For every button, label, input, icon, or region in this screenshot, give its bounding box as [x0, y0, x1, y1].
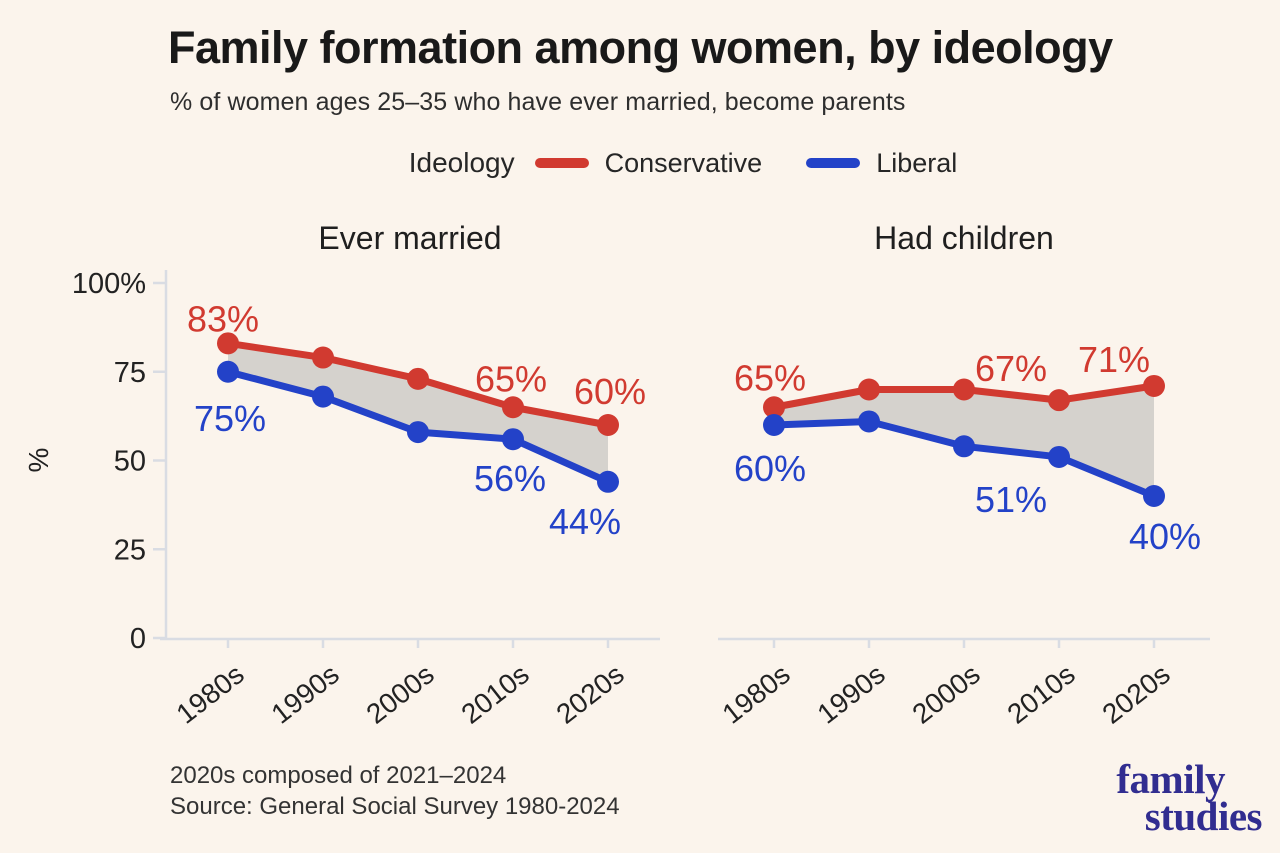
liberal-data-point: [407, 421, 429, 444]
y-tick-label: 0: [130, 623, 146, 655]
x-tick-label: 2010s: [455, 658, 534, 729]
data-label: 44%: [549, 501, 621, 542]
data-label: 60%: [734, 448, 806, 489]
conservative-data-point: [953, 378, 975, 401]
logo-word-studies: studies: [1144, 793, 1263, 839]
liberal-data-point: [597, 470, 619, 493]
conservative-swatch-icon: [534, 158, 589, 168]
liberal-data-point: [1048, 445, 1070, 468]
family-studies-logo: family studies: [1116, 756, 1263, 839]
conservative-data-point: [763, 396, 785, 419]
x-tick-label: 2020s: [550, 658, 629, 729]
y-tick-label: 50: [114, 446, 146, 478]
liberal-data-point: [312, 385, 334, 408]
y-tick-label: 25: [114, 534, 146, 566]
panel-title: Ever married: [318, 220, 501, 256]
x-tick-label: 2010s: [1001, 658, 1080, 729]
legend-item-liberal: Liberal: [806, 148, 957, 179]
liberal-data-point: [217, 360, 239, 383]
chart-title: Family formation among women, by ideolog…: [168, 22, 1113, 73]
data-label: 40%: [1129, 516, 1201, 557]
conservative-data-point: [858, 378, 880, 401]
legend-item-label: Conservative: [604, 147, 763, 178]
liberal-data-point: [502, 428, 524, 451]
x-tick-label: 1980s: [716, 658, 795, 729]
liberal-data-point: [858, 410, 880, 433]
liberal-data-point: [763, 414, 785, 436]
data-label: 67%: [975, 348, 1047, 389]
ideology-gap-band: [228, 343, 608, 482]
conservative-data-point: [217, 332, 239, 355]
data-label: 51%: [975, 479, 1047, 520]
conservative-data-point: [312, 346, 334, 369]
legend-title: Ideology: [408, 147, 515, 178]
legend-item-conservative: Conservative: [534, 147, 763, 179]
liberal-data-point: [1143, 485, 1165, 507]
data-label: 65%: [734, 357, 806, 398]
data-label: 65%: [475, 358, 547, 399]
conservative-data-point: [407, 367, 429, 390]
liberal-data-point: [953, 435, 975, 458]
conservative-data-point: [1048, 389, 1070, 412]
legend-item-label: Liberal: [876, 147, 958, 178]
x-tick-label: 2000s: [360, 658, 439, 729]
conservative-data-point: [502, 396, 524, 419]
x-tick-label: 2000s: [906, 658, 985, 729]
data-label: 56%: [474, 458, 546, 499]
x-tick-label: 1980s: [170, 658, 249, 729]
conservative-data-point: [1143, 374, 1165, 397]
chart-subtitle: % of women ages 25–35 who have ever marr…: [170, 88, 906, 116]
data-label: 71%: [1078, 339, 1150, 380]
y-tick-label: 100%: [72, 268, 146, 300]
y-axis-title: %: [23, 448, 54, 473]
data-label: 60%: [574, 371, 646, 412]
footnote-note: 2020s composed of 2021–2024: [170, 762, 507, 789]
footnote-source: Source: General Social Survey 1980-2024: [170, 793, 620, 820]
data-label: 75%: [194, 398, 266, 439]
x-tick-label: 1990s: [811, 658, 890, 729]
conservative-data-point: [597, 414, 619, 436]
data-label: 83%: [187, 298, 259, 339]
x-tick-label: 1990s: [265, 658, 344, 729]
y-tick-label: 75: [114, 357, 146, 389]
liberal-swatch-icon: [806, 158, 861, 168]
legend: Ideology Conservative Liberal: [43, 147, 1280, 179]
x-tick-label: 2020s: [1096, 658, 1175, 729]
logo-word-family: family: [1116, 756, 1225, 802]
panel-title: Had children: [874, 220, 1054, 256]
footnotes: 2020s composed of 2021–2024 Source: Gene…: [170, 760, 620, 822]
